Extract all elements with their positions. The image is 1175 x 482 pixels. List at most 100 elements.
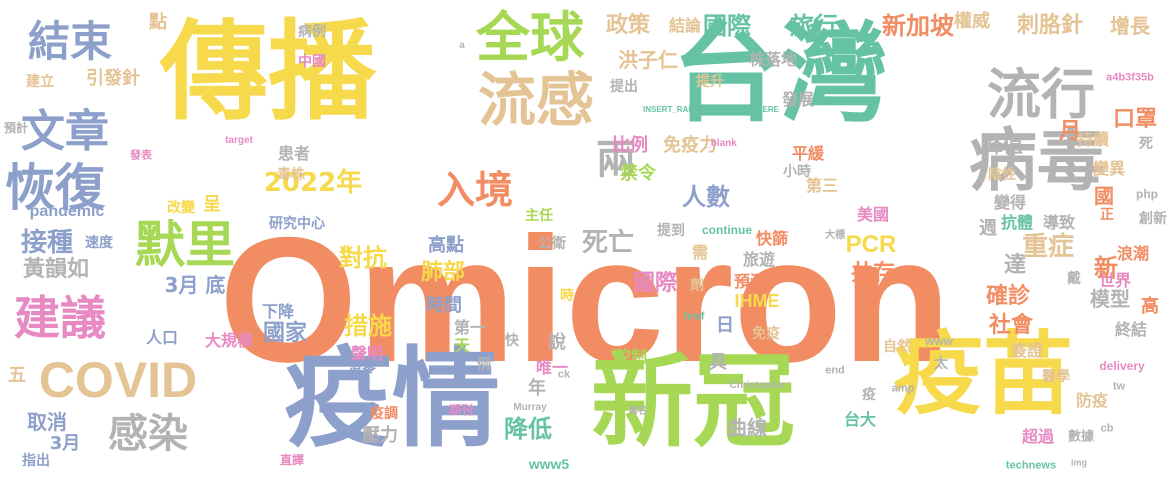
- word-tw: tw: [1112, 380, 1126, 393]
- word-xin: 新: [1094, 254, 1118, 282]
- word-jianli: 建立: [26, 74, 54, 90]
- word-bingli: 病例: [298, 24, 326, 40]
- word-php: php: [1136, 187, 1158, 201]
- word-qianzheng: 簽證: [1010, 341, 1044, 360]
- word-rujing: 入境: [436, 168, 514, 212]
- word-duikang: 對抗: [339, 244, 387, 272]
- word-shengming: 聲明: [350, 344, 384, 363]
- word-hongziren: 洪子仁: [618, 48, 678, 72]
- word-hash: a4b3f35b: [1106, 71, 1154, 84]
- word-nian: 年: [528, 378, 546, 399]
- word-yinfazhen: 引發針: [86, 68, 140, 89]
- word-chixu: 持續: [1076, 130, 1110, 149]
- word-cijizhen: 刺胳針: [1016, 13, 1084, 38]
- word-kuaishai: 快篩: [755, 229, 789, 248]
- word-shi: 時: [560, 288, 574, 304]
- word-shuju: 數據: [1067, 429, 1095, 445]
- word-gaibian: 改變: [167, 200, 195, 216]
- word-chuanbo: 傳播: [159, 10, 377, 135]
- word-jielun: 結論: [668, 16, 702, 35]
- word-m3: 3月: [49, 433, 81, 454]
- word-liuxing: 流行: [987, 63, 1095, 126]
- word-tian: 天: [453, 336, 471, 355]
- word-jiezhong: 接種: [20, 228, 74, 258]
- word-www5: www5: [528, 456, 570, 472]
- word-pandemic: pandemic: [29, 203, 105, 220]
- word-quxian: 曲線: [727, 416, 767, 440]
- word-insert: INSERT_RANDOM_NUMBER_HERE: [642, 105, 780, 114]
- word-end: end: [825, 364, 845, 377]
- word-xiajiang: 下降: [261, 302, 295, 321]
- word-renshu: 人數: [682, 183, 730, 211]
- word-fengzhi: 峰值: [983, 133, 1023, 157]
- word-murray: Murray: [513, 402, 547, 413]
- word-xinguan: 新冠: [591, 343, 795, 462]
- word-biande: 變得: [993, 193, 1027, 212]
- word-quxiao: 取消: [27, 410, 67, 434]
- word-kangti: 抗體: [1000, 213, 1034, 232]
- word-blank: _blank: [705, 138, 737, 149]
- word-fangyi: 防疫: [1075, 391, 1109, 410]
- word-ri: 日: [716, 315, 734, 336]
- word-liang: 兩: [596, 137, 636, 183]
- word-tisheng: 提升: [696, 74, 724, 90]
- word-img: img: [1070, 457, 1088, 468]
- word-shehui: 社會: [988, 313, 1034, 338]
- word-www: www: [924, 334, 954, 348]
- word-meiguo: 美國: [856, 205, 890, 224]
- word-taida: 台大: [843, 410, 877, 429]
- word-qiangling: 清零: [348, 360, 376, 376]
- word-sudu: 速度: [85, 235, 113, 251]
- word-si: 死: [1139, 136, 1153, 152]
- word-zi: 自然: [883, 339, 911, 355]
- word-lvyou: 旅遊: [742, 250, 776, 269]
- word-cuoshi: 措施: [344, 312, 392, 340]
- word-zheng: 正: [1100, 207, 1114, 223]
- word-daguimo: 大規模: [204, 331, 254, 350]
- word-jinling: 禁令: [620, 163, 656, 184]
- word-yuce: 預測: [733, 272, 767, 291]
- word-diyi: 第一: [453, 318, 487, 337]
- word-continue: continue: [702, 223, 752, 237]
- word-kongzhi: 控制: [614, 347, 648, 366]
- word-m3di: 3月 底: [164, 273, 226, 297]
- word-gao: 高: [1141, 296, 1159, 317]
- word-li: 例: [477, 357, 491, 373]
- word-zhongzheng: 重症: [1021, 232, 1075, 262]
- word-ju: 具: [709, 352, 727, 373]
- word-yiqing: 疫情: [283, 337, 501, 462]
- word-moli: 默里: [135, 216, 235, 274]
- word-zhichu: 指出: [22, 453, 50, 469]
- word-jiangdi: 降低: [504, 415, 552, 443]
- word-zhengce: 政策: [605, 13, 651, 38]
- word-weiyi: 唯一: [535, 358, 569, 377]
- word-yinxing: 陰性: [988, 167, 1016, 183]
- word-cheng: 呈: [203, 194, 221, 215]
- word-da: 達: [1003, 253, 1027, 278]
- word-shijie: 世界: [1098, 271, 1132, 290]
- word-daozhi: 導致: [1042, 213, 1076, 232]
- word-kouzhao: 口罩: [1112, 107, 1158, 132]
- word-yue1: 月: [1058, 119, 1082, 144]
- word-amp: amp: [891, 382, 915, 395]
- word-siwang: 死亡: [581, 228, 635, 258]
- word-dian: 點: [149, 12, 167, 33]
- word-yimiao: 疫苗: [893, 322, 1073, 427]
- word-chuangxin: 創新: [1139, 211, 1167, 227]
- word-jieshu: 結束: [27, 17, 113, 66]
- word-delivery: delivery: [1099, 359, 1145, 373]
- word-liugan: 流感: [477, 66, 595, 134]
- word-shijian: 時間: [426, 295, 462, 316]
- word-a: a: [459, 40, 465, 51]
- word-bianyi: 變異: [1092, 159, 1126, 178]
- word-fabiao: 發表: [130, 148, 152, 162]
- word-jiqiandi: 株落地: [748, 50, 798, 69]
- word-taiwan: 台灣: [671, 12, 889, 137]
- word-dabiao: 大標: [825, 230, 845, 241]
- word-xiaoshi: 小時: [783, 164, 811, 180]
- word-shuo: 說: [548, 332, 566, 353]
- word-disan: 第三: [805, 176, 839, 195]
- word-dai: 戴: [1067, 271, 1081, 287]
- word-target: target: [225, 135, 253, 146]
- word-quanwei: 權威: [954, 11, 990, 32]
